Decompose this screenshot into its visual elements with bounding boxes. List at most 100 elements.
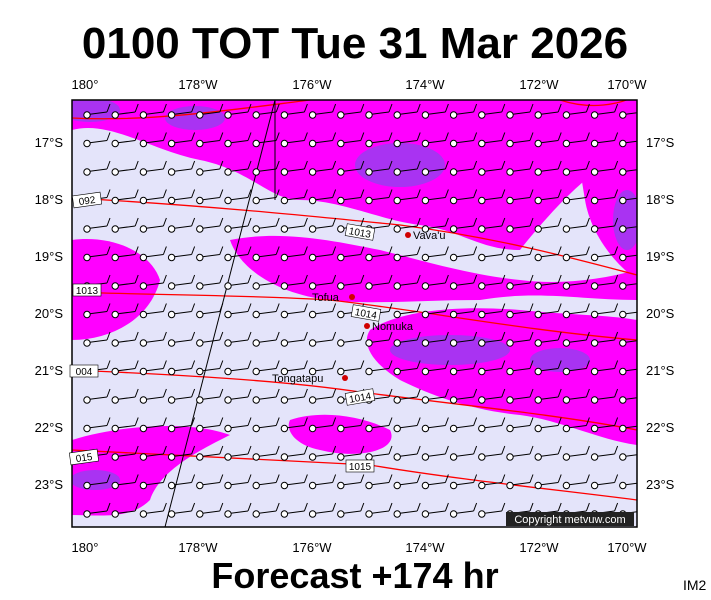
barb-station bbox=[224, 253, 232, 262]
barb-flag bbox=[275, 474, 280, 483]
barb-flag bbox=[191, 217, 196, 227]
barb-flag bbox=[388, 417, 393, 426]
barb-flag bbox=[360, 474, 365, 483]
barb-station bbox=[252, 168, 260, 176]
barb-station bbox=[252, 310, 260, 319]
barb-flag bbox=[473, 331, 478, 341]
barb-flag bbox=[529, 103, 534, 113]
barb-station bbox=[252, 339, 260, 347]
barb-flag bbox=[360, 417, 365, 426]
barb-station bbox=[393, 253, 401, 262]
barb-station bbox=[83, 139, 91, 148]
barb-flag bbox=[557, 217, 562, 227]
barb-flag bbox=[444, 303, 449, 312]
barb-flag bbox=[360, 502, 365, 512]
barb-flag bbox=[247, 274, 252, 284]
barb-flag bbox=[643, 104, 646, 112]
barb-station bbox=[562, 453, 571, 461]
barb-station bbox=[224, 339, 232, 347]
barb-station bbox=[139, 367, 148, 376]
barb-station bbox=[478, 225, 486, 233]
barb-flag bbox=[360, 189, 365, 198]
barb-flag bbox=[416, 160, 421, 170]
barb-flag bbox=[501, 417, 506, 426]
barb-station bbox=[421, 196, 430, 205]
latitude-label: 21°S bbox=[35, 363, 64, 378]
barb-flag bbox=[332, 103, 337, 113]
barb-station bbox=[562, 367, 571, 376]
isobar-label-box bbox=[345, 459, 375, 473]
barb-flag bbox=[106, 360, 111, 369]
barb-flag bbox=[416, 274, 421, 284]
latitude-label: 18°S bbox=[646, 192, 675, 207]
barb-flag bbox=[219, 132, 224, 141]
barb-station bbox=[619, 367, 627, 376]
barb-station bbox=[449, 253, 458, 262]
barb-flag bbox=[247, 103, 252, 113]
barb-station bbox=[449, 139, 458, 148]
barb-station bbox=[83, 481, 91, 490]
barb-flag bbox=[332, 445, 337, 455]
barb-flag bbox=[219, 103, 224, 113]
barb-station bbox=[280, 339, 289, 347]
barb-station bbox=[506, 111, 514, 119]
barb-station bbox=[111, 510, 119, 518]
barb-flag bbox=[529, 331, 534, 341]
barb-station bbox=[534, 424, 542, 433]
barb-station bbox=[393, 196, 401, 205]
strong-wind-shading bbox=[72, 100, 637, 490]
barb-station bbox=[224, 139, 232, 148]
barb-flag bbox=[585, 331, 590, 341]
isobar-label-text: 004 bbox=[76, 367, 93, 378]
barb-flag bbox=[303, 417, 308, 426]
barb-station bbox=[562, 339, 571, 347]
barb-station bbox=[590, 396, 599, 404]
barb-station bbox=[562, 168, 571, 176]
barb-station bbox=[506, 396, 514, 404]
barb-flag bbox=[191, 502, 196, 512]
barb-station bbox=[83, 168, 91, 176]
barb-flag bbox=[416, 189, 421, 198]
barb-station bbox=[83, 310, 91, 319]
barb-station bbox=[111, 168, 119, 176]
barb-flag bbox=[388, 189, 393, 198]
barb-station bbox=[167, 225, 176, 233]
barb-station bbox=[421, 139, 430, 148]
barb-station bbox=[167, 111, 176, 119]
barb-flag bbox=[247, 189, 252, 198]
barb-station bbox=[167, 510, 176, 518]
place-marker bbox=[342, 375, 348, 381]
barb-flag bbox=[416, 246, 421, 255]
place-label: Nomuka bbox=[372, 321, 414, 333]
barb-station bbox=[196, 196, 204, 205]
barb-station bbox=[562, 139, 571, 148]
barb-flag bbox=[388, 388, 393, 398]
barb-flag bbox=[332, 388, 337, 398]
barb-flag bbox=[162, 132, 167, 141]
barb-flag bbox=[275, 274, 280, 284]
barb-station bbox=[224, 453, 232, 461]
barb-flag bbox=[360, 217, 365, 227]
barb-station bbox=[478, 139, 486, 148]
barb-flag bbox=[444, 331, 449, 341]
barb-flag bbox=[162, 103, 167, 113]
barb-flag bbox=[501, 474, 506, 483]
barb-station bbox=[365, 424, 373, 433]
barb-flag bbox=[557, 331, 562, 341]
barb-station bbox=[478, 253, 486, 262]
barb-station bbox=[449, 339, 458, 347]
barb-flag bbox=[501, 132, 506, 141]
barb-flag bbox=[247, 217, 252, 227]
barb-flag bbox=[134, 388, 139, 398]
barb-station bbox=[111, 367, 119, 376]
longitude-label: 172°W bbox=[519, 77, 559, 92]
barb-flag bbox=[162, 217, 167, 227]
barb-flag bbox=[614, 132, 619, 141]
barb-station bbox=[252, 253, 260, 262]
barb-station bbox=[308, 510, 317, 518]
latitude-label: 20°S bbox=[646, 306, 675, 321]
barb-station bbox=[619, 196, 627, 205]
barb-flag bbox=[557, 160, 562, 170]
barb-flag bbox=[501, 388, 506, 398]
barb-flag bbox=[614, 331, 619, 341]
